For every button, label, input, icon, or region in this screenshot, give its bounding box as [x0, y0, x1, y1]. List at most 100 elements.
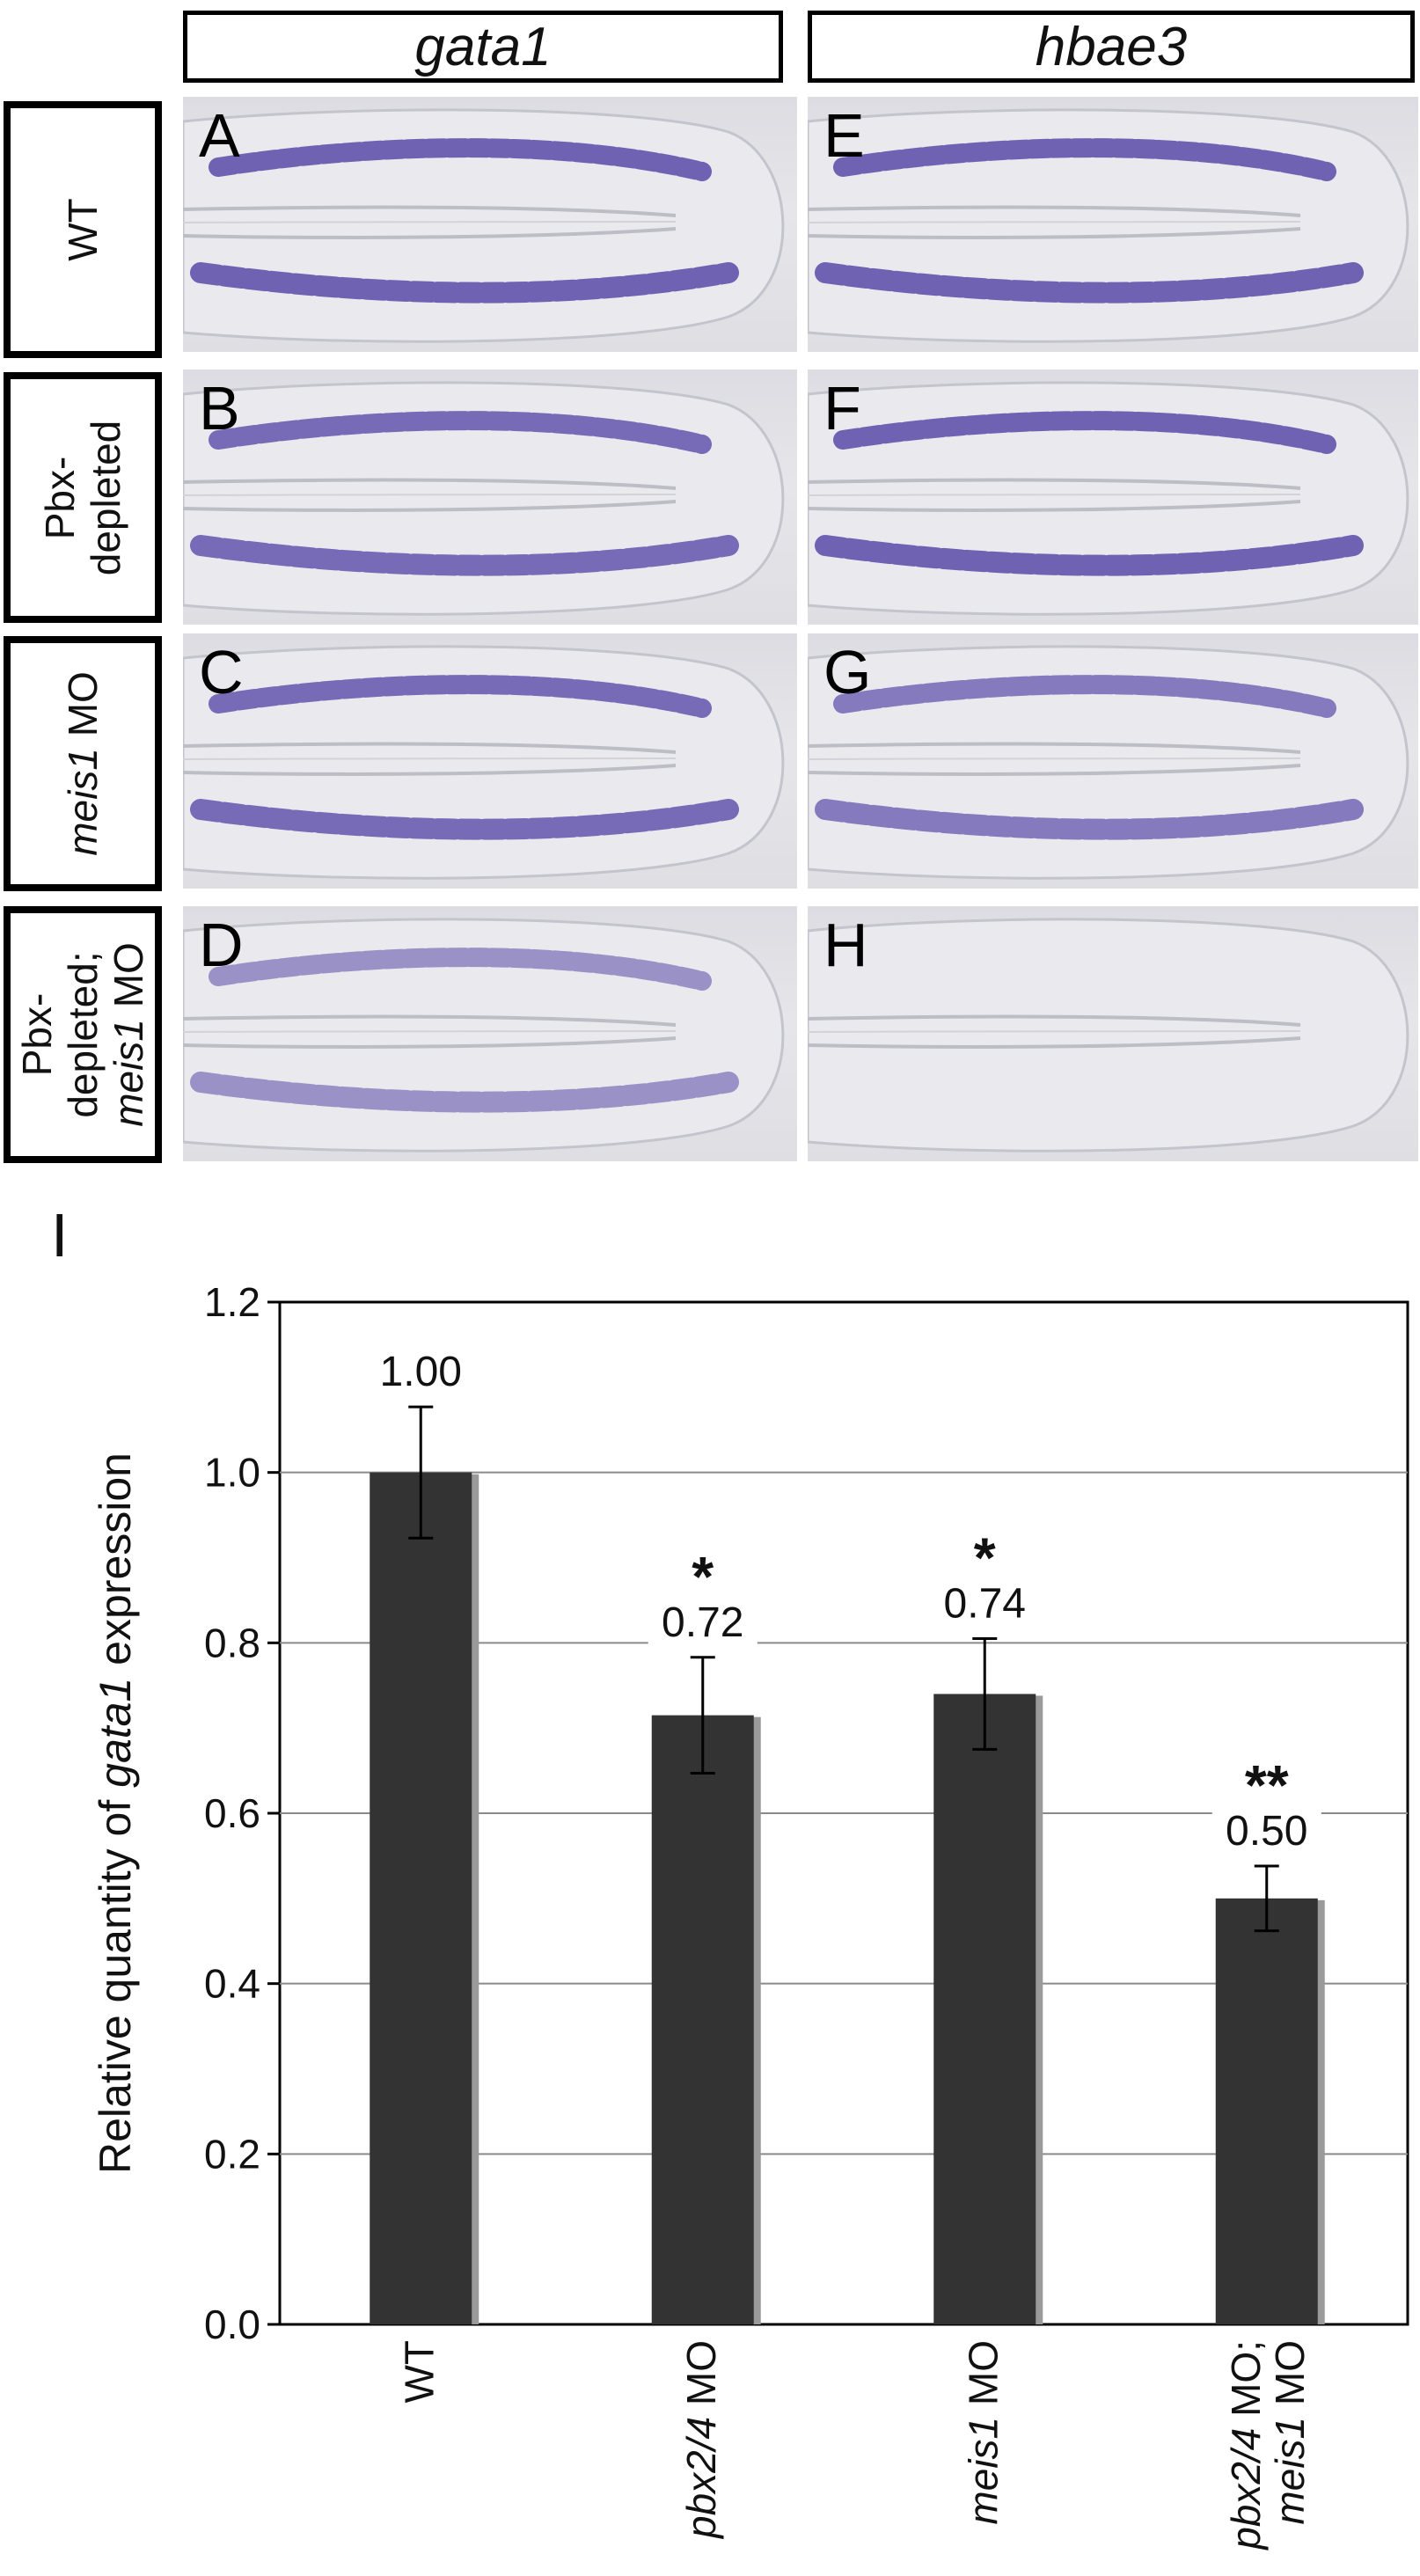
panel-letter: G [823, 638, 872, 706]
notochord-line [808, 205, 1301, 217]
x-tick-label-line: pbx2/4 MO; [1223, 2340, 1269, 2551]
row-header-2: Pbx-depleted [4, 372, 162, 623]
embryo-illustration [183, 918, 785, 1153]
embryo-illustration [183, 108, 785, 343]
data-label-background [648, 1597, 758, 1647]
stain-band-lower [815, 799, 1364, 840]
embryo-illustration [183, 645, 785, 880]
embryo-illustration [808, 381, 1409, 616]
data-label: 1.00 [380, 1349, 462, 1395]
x-tick-label-italic: pbx2/4 [678, 2417, 724, 2540]
micrograph-panel-c: C [183, 633, 797, 889]
data-label: 0.50 [1226, 1808, 1307, 1855]
notochord-line [808, 1030, 1301, 1033]
bar [1215, 1898, 1318, 2324]
notochord-line [808, 757, 1301, 760]
row-header-line: depleted [83, 420, 128, 575]
stain-band-lower [190, 262, 739, 304]
panel-letter: B [199, 374, 240, 443]
x-tick-label-text: MO [1267, 2340, 1313, 2417]
stain-band-upper [209, 675, 712, 718]
row-header-line: Pbx- [37, 420, 83, 575]
significance-marker: * [974, 1526, 996, 1589]
notochord-line [183, 478, 677, 490]
panel-letter: C [199, 638, 244, 706]
notochord-line [808, 764, 1301, 776]
row-header-line: meis1 MO [60, 671, 106, 856]
notochord-line [183, 494, 677, 496]
column-header-hbae3: hbae3 [808, 11, 1415, 83]
x-tick-label: pbx2/4 MO [678, 2340, 724, 2540]
x-tick-label-italic: meis1 [1267, 2417, 1313, 2525]
bar [933, 1694, 1036, 2324]
y-axis-label: Relative quantity of gata1 expression [91, 1453, 140, 2174]
stain-band-lower [190, 1072, 739, 1113]
row-header-1: WT [4, 101, 162, 358]
data-label: 0.72 [662, 1599, 743, 1646]
notochord-line [808, 742, 1301, 754]
stain-band-upper [833, 675, 1336, 718]
data-label-background [930, 1578, 1040, 1628]
row-header-line: Pbx- [14, 942, 60, 1127]
notochord-line [183, 1030, 677, 1033]
notochord-line [183, 757, 677, 760]
micrograph-panel-e: E [808, 97, 1418, 352]
x-tick-label-line: meis1 MO [960, 2340, 1006, 2525]
panel-letter: H [823, 911, 868, 979]
row-header-text: MO [106, 942, 151, 1020]
x-tick-label: pbx2/4 MO;meis1 MO [1223, 2340, 1313, 2551]
bar [651, 1715, 754, 2324]
embryo-illustration [808, 645, 1409, 880]
x-tick-label-line: meis1 MO [1267, 2340, 1313, 2525]
notochord-line [808, 500, 1301, 512]
y-tick-label: 0.6 [204, 1790, 260, 1836]
row-header-italic: meis1 [106, 1019, 151, 1127]
y-axis-label-italic: gata1 [91, 1678, 140, 1788]
bar-chart: 0.0 0.2 0.4 0.6 0.8 1.0 1.2 Relative quantity o… [91, 1279, 1409, 2551]
row-header-italic: meis1 [60, 748, 106, 856]
stain-band-upper [833, 138, 1336, 181]
x-tick-label: WT [396, 2340, 442, 2404]
notochord-line [183, 1014, 677, 1027]
notochord-line [808, 494, 1301, 496]
x-tick-label-line: WT [396, 2340, 442, 2404]
y-tick-label: 0.0 [204, 2302, 260, 2347]
notochord-line [808, 1014, 1301, 1027]
micrograph-panel-b: B [183, 370, 797, 625]
embryo-outline [808, 918, 1409, 1153]
y-tick-label: 1.0 [204, 1450, 260, 1496]
x-tick-label-italic: meis1 [960, 2417, 1006, 2525]
panel-letter: A [199, 101, 240, 170]
panel-label-i: I [51, 1201, 69, 1270]
stain-band-lower [190, 535, 739, 576]
row-header-4: Pbx-depleted; meis1 MO [4, 906, 162, 1163]
embryo-illustration [183, 381, 785, 616]
data-label-background [366, 1347, 476, 1397]
x-tick-label-text: MO; [1223, 2340, 1269, 2428]
notochord-line [183, 1036, 677, 1049]
stain-band-lower [190, 799, 739, 840]
notochord-line [808, 478, 1301, 490]
notochord-line [183, 221, 677, 223]
x-tick-label-text: MO [678, 2340, 724, 2417]
row-header-text: Pbx- [14, 992, 60, 1077]
row-header-line: WT [60, 198, 106, 261]
micrograph-panel-h: H [808, 906, 1418, 1161]
bar [370, 1472, 472, 2324]
panel-letter: E [823, 101, 865, 170]
significance-marker: ** [1245, 1753, 1289, 1817]
data-label-background [1211, 1806, 1321, 1856]
x-tick-label: meis1 MO [960, 2340, 1006, 2525]
micrograph-panel-d: D [183, 906, 797, 1161]
micrograph-panel-f: F [808, 370, 1418, 625]
embryo-illustration [808, 918, 1409, 1153]
row-header-text: Pbx- [37, 456, 83, 539]
stain-band-upper [833, 411, 1336, 454]
column-header-gata1: gata1 [183, 11, 783, 83]
micrograph-panel-a: A [183, 97, 797, 352]
row-header-3: meis1 MO [4, 636, 162, 891]
stain-band-lower [815, 262, 1364, 304]
row-header-label: Pbx-depleted; meis1 MO [14, 942, 151, 1127]
stain-band-upper [209, 138, 712, 181]
